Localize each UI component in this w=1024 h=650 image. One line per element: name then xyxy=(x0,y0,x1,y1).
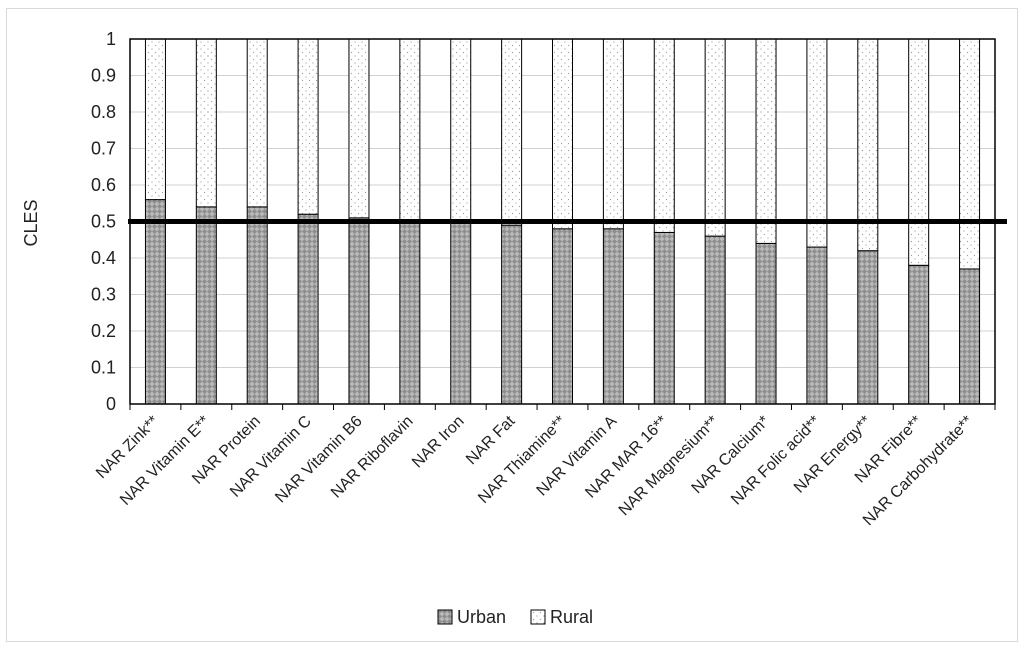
bar-rural-16 xyxy=(959,38,981,270)
bar-urban-7 xyxy=(501,224,523,405)
bar-urban-0 xyxy=(144,199,166,405)
bar-rural-2 xyxy=(246,38,268,208)
bar-urban-16 xyxy=(959,268,981,405)
bar-rural-3 xyxy=(297,38,319,215)
bar-rural-10 xyxy=(653,38,675,233)
bar-urban-6 xyxy=(450,221,472,405)
legend-swatch-urban xyxy=(437,609,453,625)
x-category-label: NAR Magnesium** xyxy=(616,413,722,519)
y-tick-label: 0.8 xyxy=(91,102,116,122)
bar-urban-3 xyxy=(297,213,319,405)
bar-rural-4 xyxy=(348,38,370,219)
bar-urban-10 xyxy=(653,231,675,405)
bar-rural-7 xyxy=(501,38,523,226)
x-category-label: NAR Iron xyxy=(409,413,468,472)
bar-rural-12 xyxy=(755,38,777,244)
bar-rural-13 xyxy=(806,38,828,248)
legend-label-urban: Urban xyxy=(457,607,506,627)
bar-urban-1 xyxy=(195,206,217,405)
y-tick-label: 0.7 xyxy=(91,139,116,159)
x-category-label: NAR Folic acid** xyxy=(728,413,824,509)
bar-rural-1 xyxy=(195,38,217,208)
bar-urban-12 xyxy=(755,242,777,405)
y-tick-label: 1 xyxy=(106,29,116,49)
legend: Urban Rural xyxy=(437,607,593,627)
x-category-label: NAR Vitamin B6 xyxy=(272,413,366,507)
bar-rural-0 xyxy=(144,38,166,201)
bar-urban-15 xyxy=(908,264,930,405)
y-tick-label: 0.3 xyxy=(91,285,116,305)
y-tick-label: 0.1 xyxy=(91,358,116,378)
chart-frame: 0 0.1 0.2 0.3 0.4 0.5 0.6 0.7 0.8 0.9 1 NAR Zink**… xyxy=(6,8,1018,642)
bar-rural-15 xyxy=(908,38,930,266)
y-tick-label: 0.9 xyxy=(91,66,116,86)
cles-chart: 00.10.20.30.40.50.60.70.80.91 NAR Zink**… xyxy=(21,29,1007,627)
bar-urban-11 xyxy=(704,235,726,405)
x-category-label: NAR Thiamine** xyxy=(475,413,569,507)
bar-urban-5 xyxy=(399,221,421,405)
bar-rural-8 xyxy=(552,38,573,230)
bar-rural-9 xyxy=(602,38,624,230)
bar-urban-13 xyxy=(806,246,828,405)
y-tick-label: 0 xyxy=(106,394,116,414)
bar-rural-14 xyxy=(857,38,879,252)
y-tick-label: 0.6 xyxy=(91,175,116,195)
bar-urban-8 xyxy=(552,228,573,405)
bar-rural-5 xyxy=(399,38,421,222)
y-tick-label: 0.2 xyxy=(91,321,116,341)
bar-urban-2 xyxy=(246,206,268,405)
bar-rural-11 xyxy=(704,38,726,237)
y-tick-label: 0.5 xyxy=(91,212,116,232)
bar-urban-4 xyxy=(348,217,370,405)
bar-urban-9 xyxy=(602,228,624,405)
bar-rural-6 xyxy=(450,38,472,222)
bar-urban-14 xyxy=(857,250,879,405)
legend-label-rural: Rural xyxy=(550,607,593,627)
x-category-label: NAR Vitamin E** xyxy=(117,413,213,509)
y-axis-title: CLES xyxy=(21,199,41,246)
y-tick-label: 0.4 xyxy=(91,248,116,268)
legend-swatch-rural xyxy=(530,609,546,625)
